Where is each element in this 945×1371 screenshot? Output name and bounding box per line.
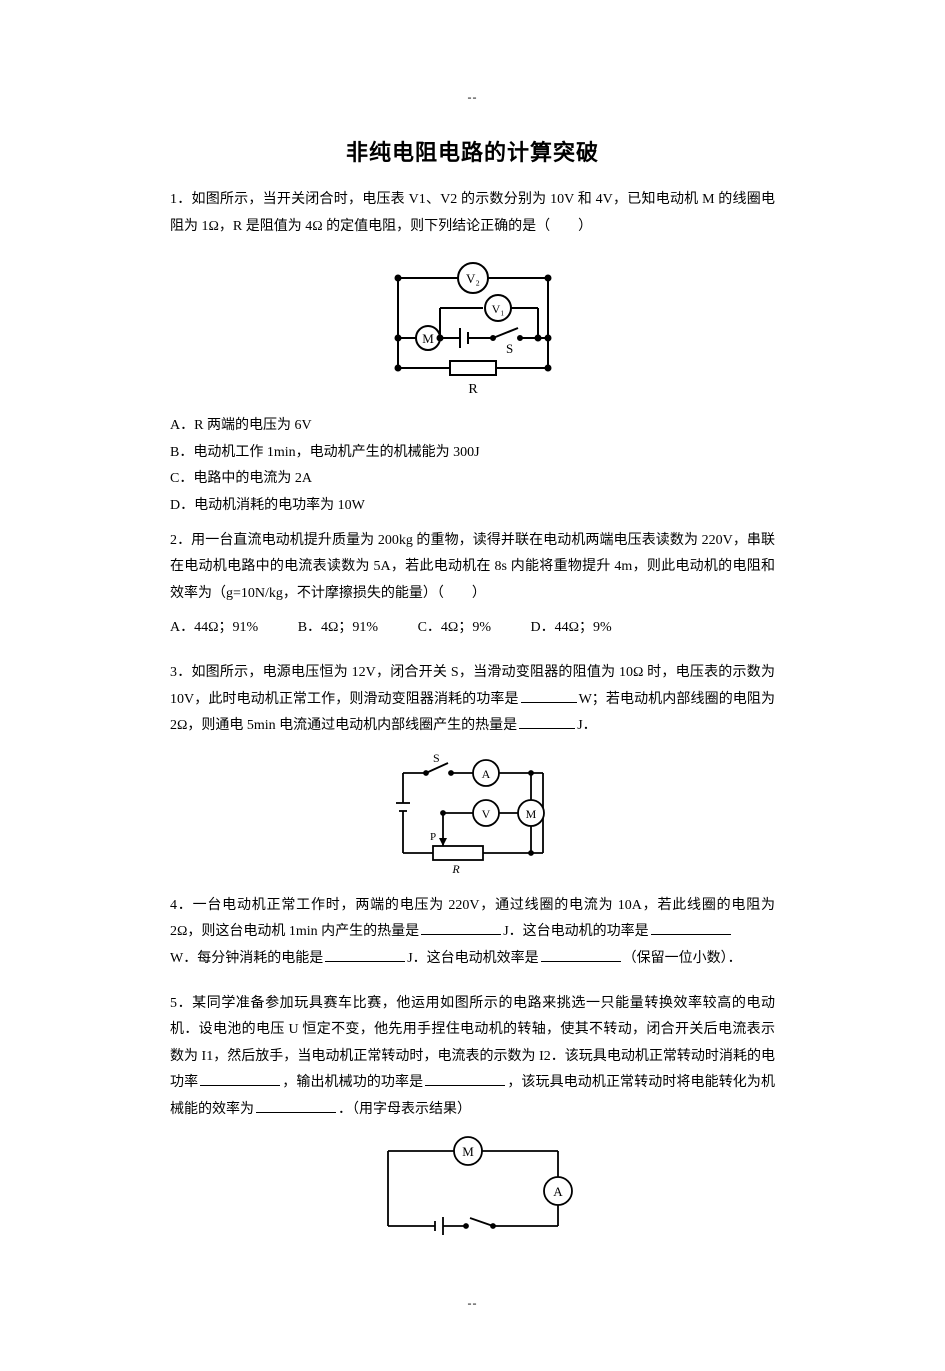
q1-option-c: C．电路中的电流为 2A bbox=[170, 466, 775, 493]
question-3-stem: 3．如图所示，电源电压恒为 12V，闭合开关 S，当滑动变阻器的阻值为 10Ω … bbox=[170, 660, 775, 740]
q2-option-a: A．44Ω；91% bbox=[170, 620, 258, 635]
q4-blank-2 bbox=[651, 920, 731, 935]
q5-text-d: ．（用字母表示结果） bbox=[338, 1102, 471, 1117]
document-page: -- 非纯电阻电路的计算突破 1．如图所示，当开关闭合时，电压表 V1、V2 的… bbox=[0, 0, 945, 1371]
document-title: 非纯电阻电路的计算突破 bbox=[170, 135, 775, 167]
q3-label-v: V bbox=[481, 807, 490, 821]
circuit-diagram-3: S A V M P R bbox=[378, 748, 568, 878]
q2-option-d: D．44Ω；9% bbox=[531, 620, 612, 635]
q5-text-b: ，输出机械功的功率是 bbox=[282, 1075, 423, 1090]
circuit-diagram-1: V₂ V₁ M S R bbox=[378, 248, 568, 398]
q3-label-m: M bbox=[525, 807, 536, 821]
q4-blank-1 bbox=[421, 920, 501, 935]
footer-dash: -- bbox=[170, 1296, 775, 1311]
q3-label-a: A bbox=[481, 767, 490, 781]
q5-blank-3 bbox=[256, 1098, 336, 1113]
question-2-options: A．44Ω；91% B．4Ω；91% C．4Ω；9% D．44Ω；9% bbox=[170, 615, 775, 642]
q3-label-r: R bbox=[451, 862, 460, 876]
q2-option-c: C．4Ω；9% bbox=[418, 620, 491, 635]
q4-text-e: （保留一位小数）． bbox=[623, 951, 742, 966]
q3-blank-1 bbox=[521, 688, 577, 703]
q1-option-b: B．电动机工作 1min，电动机产生的机械能为 300J bbox=[170, 440, 775, 467]
q5-blank-1 bbox=[200, 1071, 280, 1086]
q2-option-b: B．4Ω；91% bbox=[298, 620, 378, 635]
q5-label-m: M bbox=[462, 1144, 474, 1159]
label-s: S bbox=[506, 341, 513, 356]
question-5-figure: M A bbox=[170, 1131, 775, 1246]
q4-text-d: J．这台电动机效率是 bbox=[407, 951, 538, 966]
q3-label-s: S bbox=[433, 751, 440, 765]
header-dash: -- bbox=[170, 90, 775, 105]
question-1-options: A．R 两端的电压为 6V B．电动机工作 1min，电动机产生的机械能为 30… bbox=[170, 413, 775, 519]
label-v1: V₁ bbox=[491, 302, 504, 316]
question-5-stem: 5．某同学准备参加玩具赛车比赛，他运用如图所示的电路来挑选一只能量转换效率较高的… bbox=[170, 991, 775, 1124]
q3-blank-2 bbox=[519, 714, 575, 729]
label-v2: V₂ bbox=[466, 271, 480, 286]
q5-blank-2 bbox=[425, 1071, 505, 1086]
circuit-diagram-5: M A bbox=[358, 1131, 588, 1241]
question-1-figure: V₂ V₁ M S R bbox=[170, 248, 775, 403]
q4-text-c: W．每分钟消耗的电能是 bbox=[170, 951, 323, 966]
q3-label-p: P bbox=[430, 831, 436, 843]
q3-text-c: J． bbox=[577, 718, 596, 733]
label-m: M bbox=[422, 331, 434, 346]
question-2-stem: 2．用一台直流电动机提升质量为 200kg 的重物，读得并联在电动机两端电压表读… bbox=[170, 528, 775, 608]
q1-option-a: A．R 两端的电压为 6V bbox=[170, 413, 775, 440]
q1-option-d: D．电动机消耗的电功率为 10W bbox=[170, 493, 775, 520]
question-3-figure: S A V M P R bbox=[170, 748, 775, 883]
question-4-stem: 4．一台电动机正常工作时，两端的电压为 220V，通过线圈的电流为 10A，若此… bbox=[170, 893, 775, 973]
q4-blank-4 bbox=[541, 947, 621, 962]
q5-label-a: A bbox=[553, 1184, 563, 1199]
question-1-stem: 1．如图所示，当开关闭合时，电压表 V1、V2 的示数分别为 10V 和 4V，… bbox=[170, 187, 775, 240]
q4-text-b: J．这台电动机的功率是 bbox=[503, 924, 648, 939]
label-r: R bbox=[468, 382, 478, 397]
q4-blank-3 bbox=[325, 947, 405, 962]
